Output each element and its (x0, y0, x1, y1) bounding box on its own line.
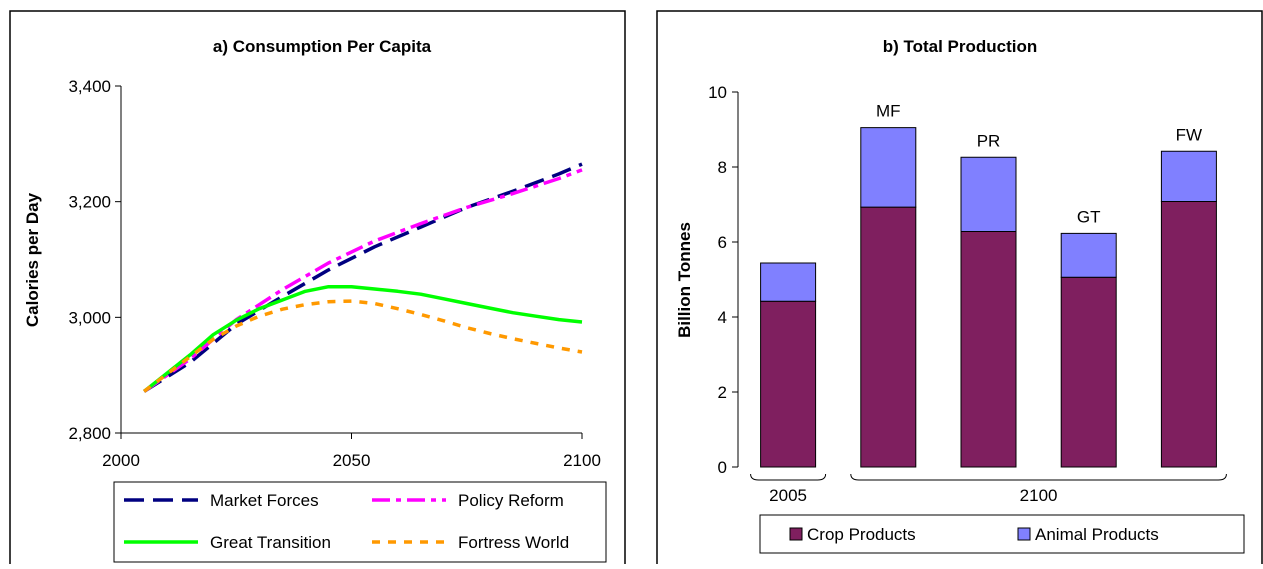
bar-label-mf: MF (876, 102, 901, 121)
bar-label-pr: PR (977, 131, 1001, 150)
series-line-market-forces (143, 162, 583, 393)
x-tick-label-a: 2000 (102, 451, 140, 470)
bar-label-gt: GT (1077, 207, 1101, 226)
panel-consumption-per-capita: a) Consumption Per Capita Calories per D… (9, 10, 626, 569)
legend-a: Market Forces Policy Reform Great Transiti… (113, 481, 607, 563)
y-tick-label-b: 10 (708, 83, 727, 102)
legend-label-animal-products: Animal Products (1035, 525, 1159, 544)
y-tick-label-b: 2 (718, 383, 727, 402)
y-axis-label-b: Billion Tonnes (675, 222, 694, 338)
group-labels-b: 2005 2100 (750, 473, 1227, 505)
legend-swatch-crop-products (789, 527, 803, 541)
x-tick-label-a: 2100 (563, 451, 601, 470)
y-axis-label-a: Calories per Day (23, 192, 42, 327)
axes-a: 2,800 3,000 3,200 3,400 2000 2050 2100 (68, 77, 600, 470)
y-tick-label-a: 3,400 (68, 77, 111, 96)
bar-label-fw: FW (1176, 125, 1202, 144)
legend-label-policy-reform: Policy Reform (458, 491, 564, 510)
y-tick-label-a: 2,800 (68, 424, 111, 443)
y-tick-label-b: 6 (718, 233, 727, 252)
bar-crop-products-mf (860, 206, 917, 468)
panel-total-production: b) Total Production Billion Tonnes 0 2 4 6 8… (656, 10, 1263, 569)
legend-box-a (113, 481, 607, 563)
group-label-2100: 2100 (1020, 486, 1058, 505)
bar-crop-products-baseline (760, 300, 817, 468)
bar-animal-products-gt (1060, 232, 1117, 278)
group-bracket-2100 (850, 473, 1227, 481)
series-line-great-transition (143, 284, 583, 393)
bar-animal-products-pr (960, 156, 1017, 232)
axes-b: 0 2 4 6 8 10 (708, 83, 739, 477)
legend-label-market-forces: Market Forces (210, 491, 319, 510)
bar-crop-products-fw (1160, 201, 1217, 468)
y-tick-label-a: 3,200 (68, 193, 111, 212)
series-line-fortress-world (143, 299, 583, 393)
bar-animal-products-fw (1160, 150, 1217, 202)
legend-label-crop-products: Crop Products (807, 525, 916, 544)
legend-swatch-animal-products (1017, 527, 1031, 541)
y-tick-label-b: 0 (718, 458, 727, 477)
legend-label-fortress-world: Fortress World (458, 533, 569, 552)
bars-b: MF PR GT FW (760, 102, 1217, 468)
bar-crop-products-gt (1060, 276, 1117, 468)
bar-crop-products-pr (960, 231, 1017, 468)
x-tick-label-a: 2050 (333, 451, 371, 470)
y-tick-label-a: 3,000 (68, 308, 111, 327)
legend-label-great-transition: Great Transition (210, 533, 331, 552)
legend-entries-a: Market Forces Policy Reform Great Transiti… (124, 491, 569, 552)
chart-title-a: a) Consumption Per Capita (213, 37, 432, 56)
y-tick-label-b: 4 (718, 308, 727, 327)
bar-animal-products-mf (860, 127, 917, 208)
legend-b: Crop Products Animal Products (759, 514, 1245, 554)
legend-box-b (759, 514, 1245, 554)
chart-title-b: b) Total Production (883, 37, 1038, 56)
y-tick-label-b: 8 (718, 158, 727, 177)
group-label-2005: 2005 (769, 486, 807, 505)
series-lines-a (143, 162, 583, 393)
legend-entries-b: Crop Products Animal Products (789, 525, 1159, 544)
series-line-policy-reform (143, 168, 583, 393)
bar-animal-products-baseline (760, 262, 817, 302)
group-bracket-2005 (750, 473, 827, 481)
